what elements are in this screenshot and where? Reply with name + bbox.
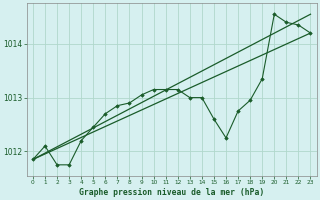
X-axis label: Graphe pression niveau de la mer (hPa): Graphe pression niveau de la mer (hPa) <box>79 188 264 197</box>
